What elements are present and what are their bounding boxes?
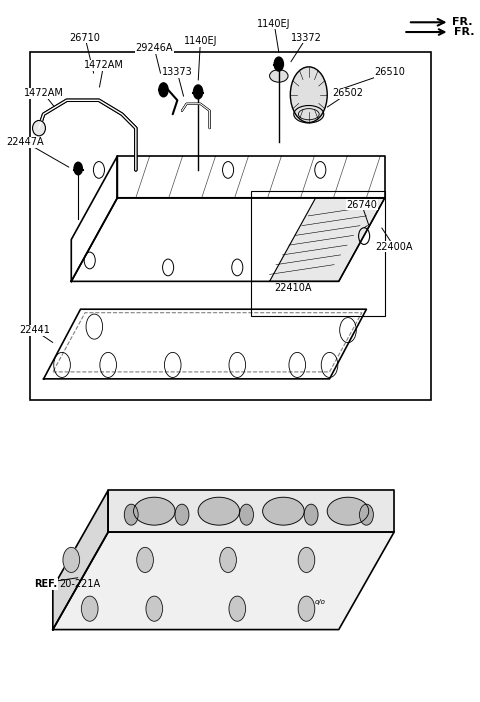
- Ellipse shape: [327, 497, 369, 525]
- Polygon shape: [53, 532, 394, 630]
- Circle shape: [304, 504, 318, 525]
- Text: 20-221A: 20-221A: [60, 579, 101, 589]
- Circle shape: [298, 548, 315, 572]
- Text: 22400A: 22400A: [375, 241, 413, 251]
- Text: 22447A: 22447A: [6, 137, 44, 147]
- Circle shape: [82, 596, 98, 621]
- Polygon shape: [270, 198, 385, 282]
- Circle shape: [175, 504, 189, 525]
- Text: 22441: 22441: [19, 325, 50, 335]
- Text: 1472AM: 1472AM: [24, 88, 63, 98]
- Text: 26502: 26502: [333, 88, 363, 98]
- Text: FR.: FR.: [452, 18, 472, 27]
- Text: o/o: o/o: [315, 599, 326, 604]
- Ellipse shape: [198, 497, 240, 525]
- Ellipse shape: [263, 497, 304, 525]
- Text: 13372: 13372: [291, 32, 322, 43]
- Circle shape: [220, 548, 236, 572]
- Text: 1472AM: 1472AM: [84, 60, 123, 70]
- Circle shape: [159, 83, 168, 97]
- Circle shape: [137, 548, 154, 572]
- Circle shape: [63, 548, 80, 572]
- Text: FR.: FR.: [454, 27, 475, 37]
- Polygon shape: [53, 490, 108, 630]
- Text: 1140EJ: 1140EJ: [257, 19, 291, 29]
- Circle shape: [74, 162, 83, 175]
- Circle shape: [193, 85, 203, 99]
- Polygon shape: [108, 490, 394, 532]
- Text: 26710: 26710: [70, 32, 100, 43]
- Text: 26740: 26740: [347, 200, 377, 210]
- Ellipse shape: [294, 105, 324, 123]
- Circle shape: [240, 504, 253, 525]
- Text: 29246A: 29246A: [135, 43, 173, 53]
- Ellipse shape: [270, 69, 288, 82]
- Circle shape: [274, 57, 283, 71]
- Text: REF.: REF.: [35, 579, 58, 589]
- Ellipse shape: [133, 497, 175, 525]
- Circle shape: [290, 67, 327, 123]
- Circle shape: [124, 504, 138, 525]
- Ellipse shape: [33, 121, 46, 135]
- Circle shape: [229, 596, 246, 621]
- Circle shape: [360, 504, 373, 525]
- Text: 26510: 26510: [374, 67, 405, 77]
- Text: 22410A: 22410A: [274, 284, 312, 293]
- Circle shape: [146, 596, 163, 621]
- Circle shape: [298, 596, 315, 621]
- Text: 1140EJ: 1140EJ: [184, 36, 217, 46]
- Text: 13373: 13373: [162, 67, 192, 77]
